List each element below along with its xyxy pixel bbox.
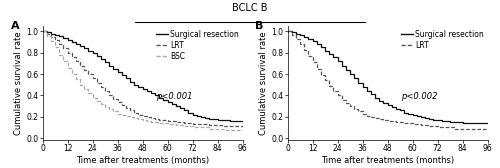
Y-axis label: Cumulative survival rate: Cumulative survival rate: [14, 31, 24, 135]
X-axis label: Time after treatments (months): Time after treatments (months): [76, 156, 209, 165]
Legend: Surgical resection, LRT: Surgical resection, LRT: [401, 30, 483, 50]
Y-axis label: Cumulative survival rate: Cumulative survival rate: [260, 31, 268, 135]
X-axis label: Time after treatments (months): Time after treatments (months): [321, 156, 454, 165]
Text: BCLC B: BCLC B: [232, 3, 268, 13]
Text: B: B: [256, 22, 264, 31]
Legend: Surgical resection, LRT, BSC: Surgical resection, LRT, BSC: [156, 30, 238, 61]
Text: p<0.001: p<0.001: [156, 92, 193, 101]
Text: p<0.002: p<0.002: [402, 92, 438, 101]
Text: A: A: [10, 22, 19, 31]
